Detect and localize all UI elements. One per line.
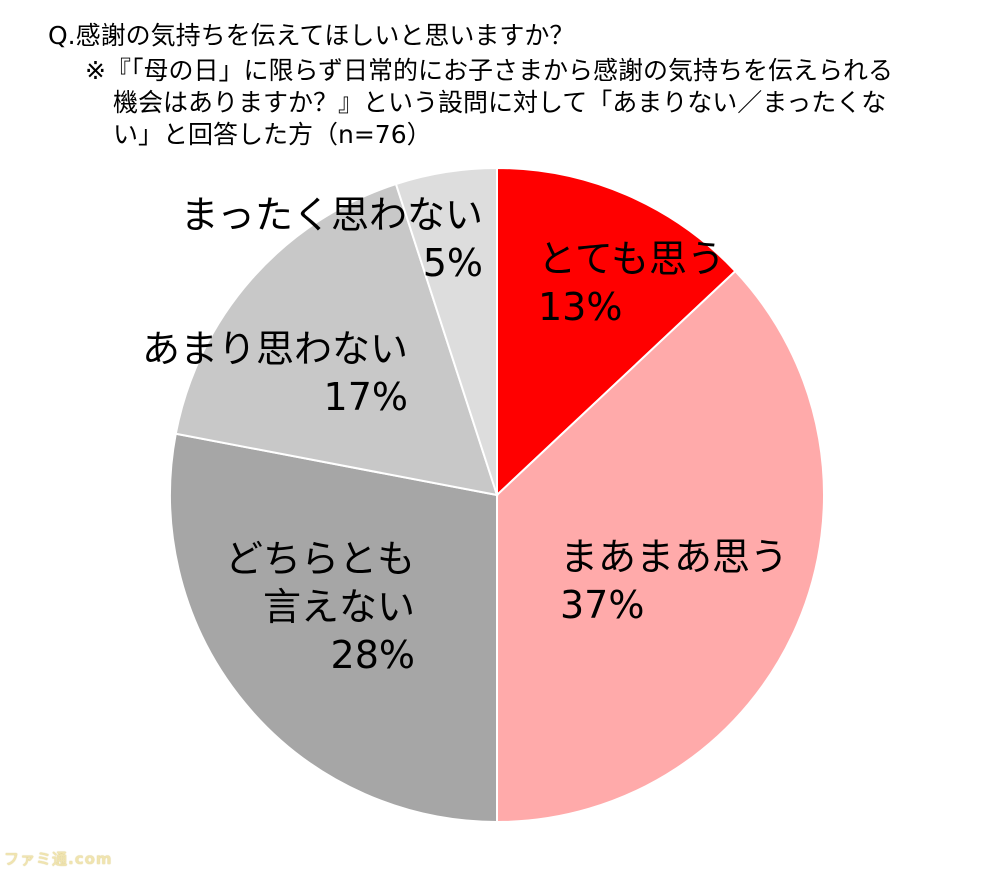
pie-slice-2 [169, 432, 498, 824]
pie-value-label-3: 17% [324, 375, 408, 419]
pie-value-label-0: 13% [538, 285, 622, 329]
pie-value-label-2: 28% [331, 633, 415, 677]
pie-category-label-4-line-0: まったく思わない [181, 193, 483, 237]
question-note: ※『「母の日」に限らず日常的にお子さまから感謝の気持ちを伝えられる 機会はありま… [85, 55, 945, 151]
pie-category-label-2-line-0: どちらとも [225, 537, 415, 581]
pie-category-label-0-line-0: とても思う [538, 237, 725, 281]
note-line-3: い」と回答した方（n=76） [113, 120, 432, 149]
pie-value-label-1: 37% [560, 583, 644, 627]
pie-category-label-3-line-0: あまり思わない [142, 327, 408, 371]
pie-slice-4 [394, 166, 498, 496]
site-watermark: ファミ通.com [4, 850, 113, 868]
pie-category-label-1-line-0: まあまあ思う [560, 535, 788, 579]
pie-slices [169, 166, 825, 824]
pie-value-label-4: 5% [423, 241, 483, 285]
question-title: Q.感謝の気持ちを伝えてほしいと思いますか？ [48, 21, 575, 50]
note-line-2: 機会はありますか？』という設問に対して「あまりない／まったくな [113, 88, 887, 117]
note-line-1: ※『「母の日」に限らず日常的にお子さまから感謝の気持ちを伝えられる [85, 56, 893, 85]
pie-slice-3 [174, 182, 499, 497]
pie-category-label-2-line-1: 言えない [263, 585, 415, 629]
pie-slice-1 [496, 269, 825, 824]
pie-slice-0 [496, 166, 737, 498]
